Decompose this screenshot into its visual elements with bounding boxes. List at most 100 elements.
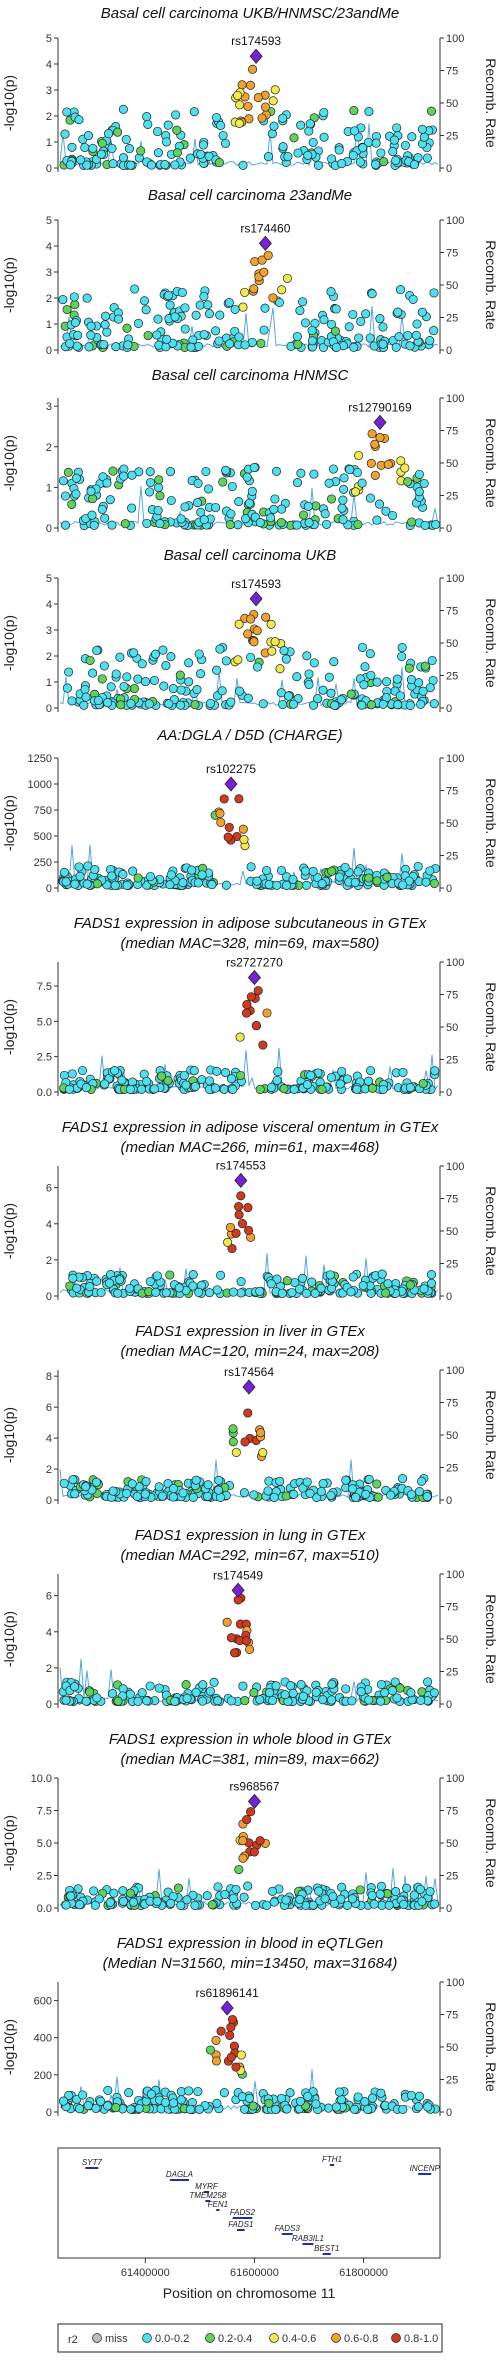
legend-label: 0.4-0.6 xyxy=(282,2333,316,2345)
y2-axis-label: Recomb. Rate xyxy=(483,1594,499,1684)
snp-point xyxy=(96,2096,106,2106)
snp-point xyxy=(67,142,77,152)
snp-point xyxy=(239,835,249,845)
snp-point xyxy=(107,520,117,530)
snp-point xyxy=(357,700,367,710)
snp-point xyxy=(309,469,319,479)
snp-point xyxy=(375,433,385,443)
snp-point xyxy=(380,1688,390,1698)
y2-tick-label: 75 xyxy=(446,248,458,260)
snp-point xyxy=(398,1067,408,1077)
snp-point xyxy=(74,862,84,872)
snp-point xyxy=(89,520,99,530)
snp-point xyxy=(429,326,439,336)
snp-point xyxy=(221,880,231,890)
snp-point xyxy=(366,1066,376,1076)
snp-point xyxy=(336,695,346,705)
lead-snp-label: rs968567 xyxy=(229,1779,279,1793)
snp-point xyxy=(292,520,302,530)
snp-point xyxy=(204,309,215,319)
snp-point xyxy=(312,872,322,883)
snp-point xyxy=(314,1886,324,1896)
snp-point xyxy=(179,1070,189,1081)
snp-point xyxy=(204,1288,215,1298)
snp-point xyxy=(305,1488,315,1498)
snp-point xyxy=(240,287,250,297)
snp-point xyxy=(168,1484,179,1494)
panel-title: Basal cell carcinoma 23andMe xyxy=(148,187,352,204)
snp-point xyxy=(110,880,120,890)
snp-point xyxy=(160,160,170,170)
snp-point xyxy=(418,1079,428,1089)
snp-point xyxy=(406,1688,416,1698)
snp-point xyxy=(234,118,244,128)
snp-point xyxy=(65,160,75,170)
snp-point xyxy=(92,879,102,889)
snp-point xyxy=(107,143,117,154)
snp-point xyxy=(396,456,406,466)
snp-point xyxy=(243,1203,253,1213)
snp-point xyxy=(350,877,360,888)
snp-point xyxy=(313,160,324,170)
panel-5: AA:DGLA / D5D (CHARGE)025050075010001250… xyxy=(1,727,499,895)
snp-point xyxy=(210,1083,220,1093)
snp-point xyxy=(360,2097,370,2107)
snp-point xyxy=(190,1081,200,1092)
snp-point xyxy=(255,1286,265,1296)
snp-point xyxy=(384,1900,394,1910)
snp-point xyxy=(245,1644,255,1654)
snp-point xyxy=(383,459,393,469)
snp-point xyxy=(176,700,186,710)
y2-tick-label: 0 xyxy=(446,345,452,357)
y-axis-label: -log10(p) xyxy=(1,2019,17,2075)
snp-point xyxy=(191,1475,201,1485)
snp-point xyxy=(284,691,294,701)
y-tick-label: 4 xyxy=(46,241,52,253)
y2-axis-label: Recomb. Rate xyxy=(483,778,499,868)
snp-point xyxy=(107,871,117,881)
snp-point xyxy=(68,1475,78,1485)
snp-point xyxy=(85,1687,95,1697)
snp-point xyxy=(216,2026,226,2036)
snp-point xyxy=(331,342,341,352)
legend-swatch xyxy=(331,2333,341,2343)
snp-point xyxy=(163,290,173,301)
snp-point xyxy=(163,1076,173,1086)
snp-point xyxy=(336,1894,346,1904)
snp-point xyxy=(128,1897,139,1907)
snp-point xyxy=(227,1243,237,1254)
snp-point xyxy=(238,302,248,312)
snp-point xyxy=(142,1696,152,1706)
y2-tick-label: 0 xyxy=(446,1699,452,1711)
snp-point xyxy=(331,304,341,314)
snp-point xyxy=(61,1695,71,1705)
snp-point xyxy=(137,1688,147,1698)
y-tick-label: 4 xyxy=(46,599,52,611)
y2-tick-label: 50 xyxy=(446,818,458,830)
snp-point xyxy=(126,160,136,170)
snp-point xyxy=(211,502,221,513)
snp-point xyxy=(225,339,235,349)
y2-tick-label: 100 xyxy=(446,1161,464,1173)
y-tick-label: 600 xyxy=(34,1996,52,2008)
snp-point xyxy=(194,649,204,659)
snp-point xyxy=(267,646,277,656)
snp-point xyxy=(221,656,231,666)
y2-tick-label: 75 xyxy=(446,2010,458,2022)
snp-point xyxy=(136,146,146,156)
snp-point xyxy=(307,325,317,336)
snp-point xyxy=(241,1636,251,1646)
snp-point xyxy=(81,1482,91,1492)
snp-point xyxy=(118,1896,128,1906)
snp-point xyxy=(340,862,350,872)
snp-point xyxy=(92,1276,102,1286)
snp-point xyxy=(263,1486,273,1496)
snp-point xyxy=(258,1448,268,1458)
snp-point xyxy=(226,1074,237,1084)
snp-point xyxy=(270,85,280,95)
snp-point xyxy=(86,321,96,331)
snp-point xyxy=(216,120,226,131)
snp-point xyxy=(317,1084,327,1094)
snp-point xyxy=(212,1066,222,1076)
snp-point xyxy=(79,700,89,710)
